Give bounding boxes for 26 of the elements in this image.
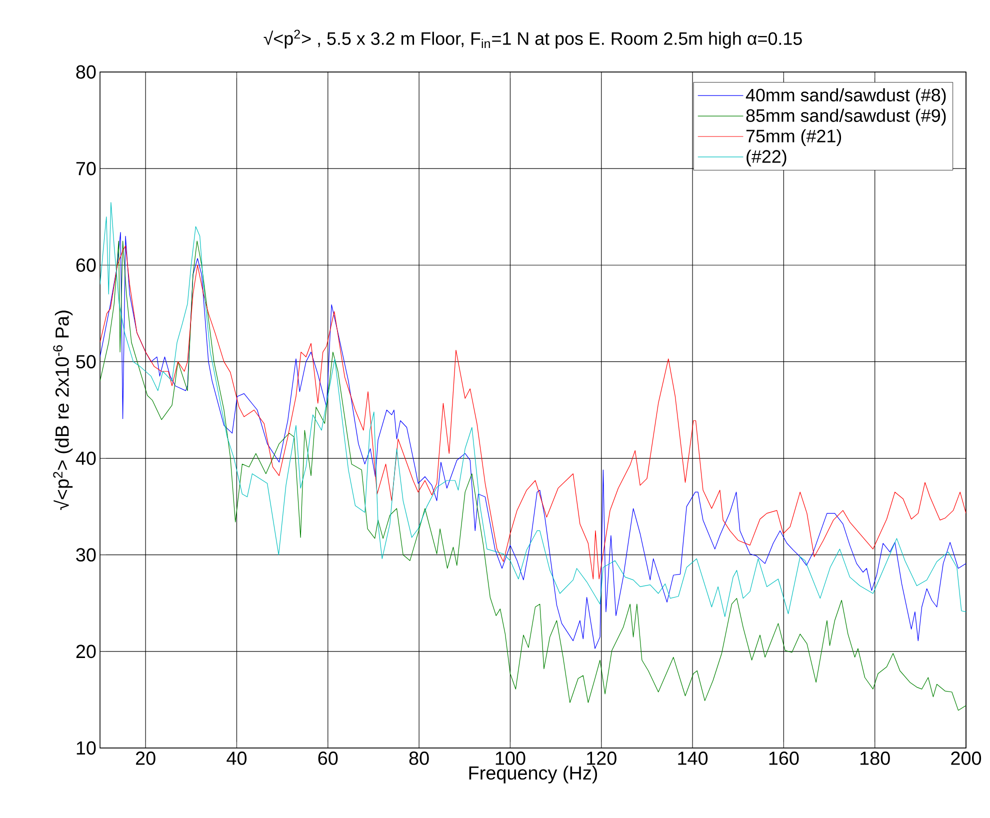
legend-label: 85mm sand/sawdust (#9) <box>746 108 946 126</box>
y-tick-label: 50 <box>76 355 96 368</box>
x-tick-label: 140 <box>678 752 708 765</box>
chart-title: √<p$^{2}$> , 5.5 x 3.2 m Floor, F$_{in}$=1 N at pos E. Room 2.5m high α=0.15 <box>264 30 802 48</box>
y-tick-label: 10 <box>76 741 96 755</box>
y-axis-title: √<p$^{2}$> (dB re 2x10$^{-6}$ Pa) <box>53 310 73 510</box>
x-tick-label: 200 <box>951 752 982 765</box>
x-tick-label: 60 <box>318 752 338 765</box>
y-tick-label: 60 <box>76 258 96 272</box>
y-tick-label: 80 <box>76 65 96 79</box>
legend-label: 75mm (#21) <box>746 129 842 146</box>
legend-label: (#22) <box>746 150 786 166</box>
y-tick-label: 70 <box>76 162 96 176</box>
y-tick-label: 30 <box>76 548 96 562</box>
y-tick-label: 20 <box>76 644 96 658</box>
x-tick-label: 20 <box>136 752 156 765</box>
x-tick-label: 160 <box>769 752 799 765</box>
y-tick-label: 40 <box>76 452 96 465</box>
x-tick-label: 100 <box>496 752 526 765</box>
x-axis-title: Frequency (Hz) <box>469 766 598 784</box>
x-tick-label: 180 <box>860 752 890 765</box>
x-tick-label: 120 <box>587 752 616 765</box>
legend-label: 40mm sand/sawdust (#8) <box>746 88 946 106</box>
line-series <box>100 246 966 580</box>
x-tick-label: 80 <box>409 752 429 765</box>
x-tick-label: 40 <box>226 752 247 765</box>
